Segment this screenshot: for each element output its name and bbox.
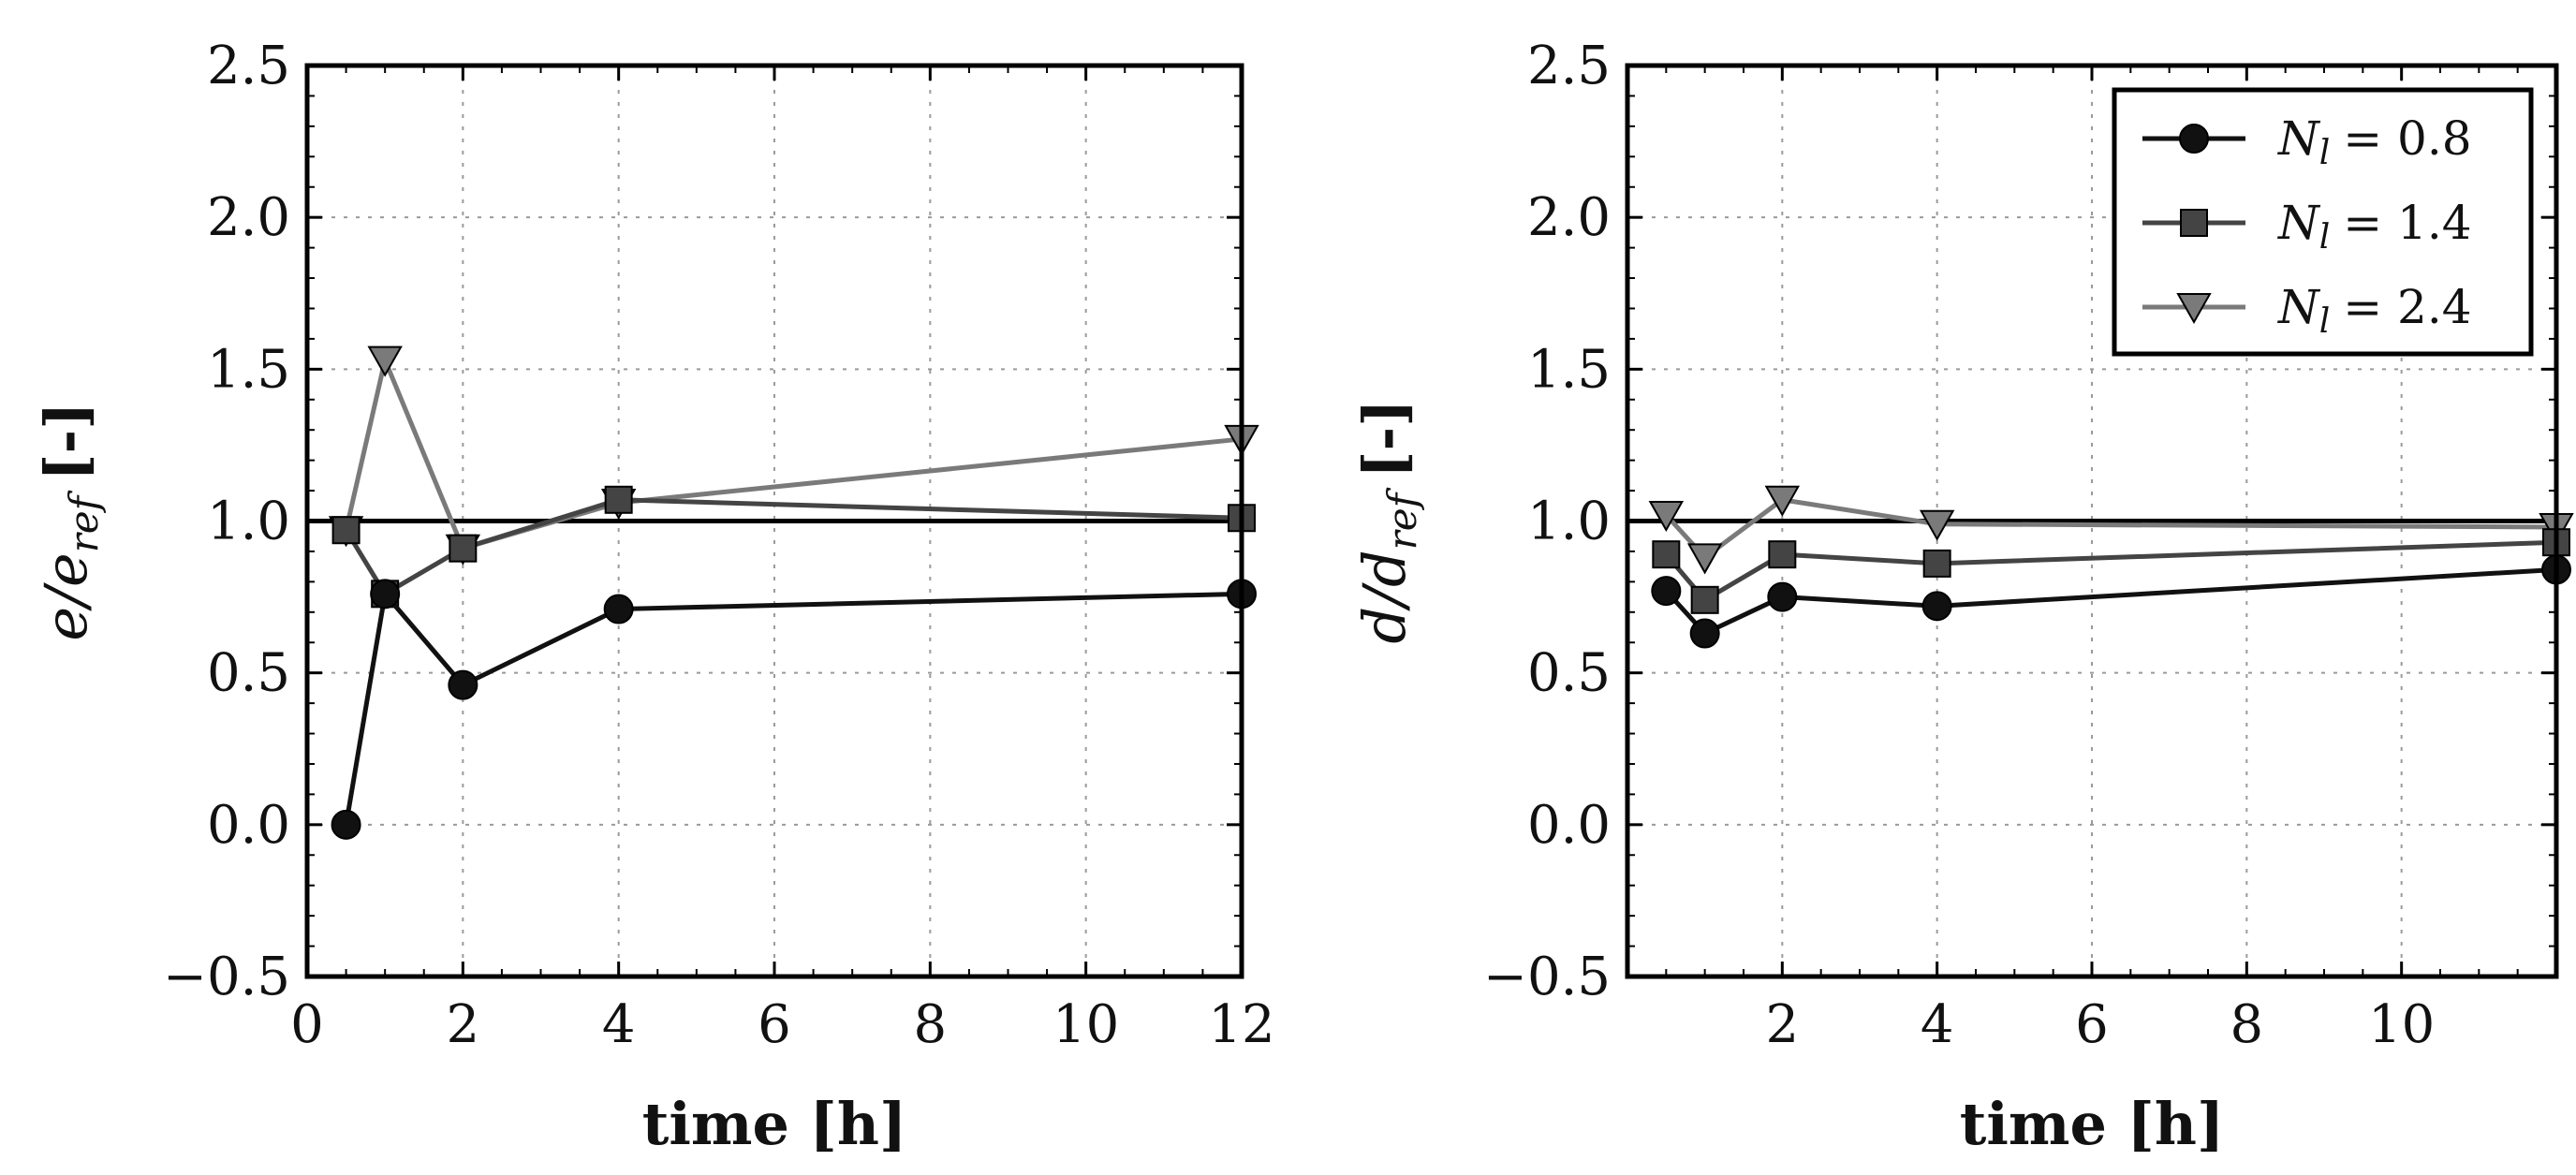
series-line <box>1664 539 2557 604</box>
legend-label-sub: l <box>2319 134 2331 172</box>
data-point <box>367 345 403 377</box>
x-axis-label: time [h] <box>642 1090 907 1158</box>
series-triangle-down <box>328 345 1259 565</box>
data-point <box>1686 543 1723 575</box>
y-tick-label: 0.5 <box>207 643 290 704</box>
legend-label: Nl = 0.8 <box>2277 111 2472 172</box>
x-axis: 0 2 4 6 8 10 12 <box>290 66 1275 1055</box>
data-point <box>331 516 361 545</box>
data-point <box>1651 576 1682 607</box>
x-tick-label: 2 <box>1766 994 1800 1055</box>
series-circle <box>331 579 1257 840</box>
y-tick-label: 2.0 <box>1527 187 1611 248</box>
y-tick-label: 0.0 <box>1527 795 1611 856</box>
x-tick-label: 4 <box>1921 994 1954 1055</box>
y-tick-label: 2.5 <box>207 36 290 96</box>
series-line <box>344 497 1243 597</box>
data-point <box>1689 618 1720 649</box>
chart-right: 2 4 6 8 10 −0.5 0.0 0.5 1.0 1.5 2.0 2.5 time [h] d/dr… <box>1350 36 2574 1158</box>
plot-frame <box>1625 63 2559 979</box>
y-axis-label-unit: [-] <box>1350 399 1419 477</box>
data-point <box>1767 581 1798 612</box>
series-line <box>1664 566 2557 637</box>
legend-marker <box>2180 209 2208 237</box>
series-circle <box>1651 554 2571 649</box>
legend-marker <box>2179 124 2209 154</box>
legend-label: Nl = 1.4 <box>2277 196 2472 257</box>
y-axis-label-unit: [-] <box>32 402 100 480</box>
data-point <box>1921 591 1952 622</box>
data-point <box>1648 501 1685 533</box>
legend-label-var: N <box>2277 280 2321 334</box>
y-tick-label: 2.5 <box>1527 36 1611 96</box>
data-point <box>331 809 361 840</box>
legend-label-value: = 0.8 <box>2343 111 2471 166</box>
y-tick-label: −0.5 <box>1483 947 1611 1007</box>
plot-frame <box>304 63 1244 979</box>
y-tick-label: 2.0 <box>207 187 290 248</box>
legend: Nl = 0.8 Nl = 1.4 Nl = 2.4 <box>2112 87 2534 357</box>
y-axis: −0.5 0.0 0.5 1.0 1.5 2.0 2.5 <box>1483 36 2556 1007</box>
y-axis-label: d/dref [-] <box>1350 399 1425 643</box>
y-axis-label: e/eref [-] <box>32 402 107 640</box>
x-tick-label: 0 <box>290 994 324 1055</box>
legend-label-value: = 2.4 <box>2343 280 2471 334</box>
data-point <box>1922 549 1951 578</box>
y-axis-label-sub: ref <box>1379 487 1425 550</box>
legend-marker <box>2176 293 2212 325</box>
y-tick-label: 1.0 <box>207 492 290 552</box>
x-axis-label: time [h] <box>1960 1090 2225 1158</box>
legend-label-var: N <box>2277 196 2321 250</box>
x-axis: 2 4 6 8 10 <box>1766 66 2435 1055</box>
chart-left: 0 2 4 6 8 10 12 −0.5 0.0 0.5 1.0 1.5 2.0 2.5 time [h] e… <box>32 36 1275 1158</box>
legend-label-sub: l <box>2319 302 2331 341</box>
series-square <box>1652 528 2570 614</box>
legend-label: Nl = 2.4 <box>2277 280 2472 341</box>
y-tick-label: 0.0 <box>207 795 290 856</box>
x-tick-label: 6 <box>2075 994 2109 1055</box>
data-point <box>603 594 634 624</box>
legend-label-value: = 1.4 <box>2343 196 2471 250</box>
legend-label-sub: l <box>2319 218 2331 257</box>
y-axis-label-sub: ref <box>61 490 107 552</box>
x-tick-label: 2 <box>447 994 480 1055</box>
data-point <box>604 485 633 514</box>
legend-label-var: N <box>2277 111 2321 166</box>
data-point <box>370 579 401 610</box>
x-tick-label: 10 <box>1052 994 1119 1055</box>
y-axis-label-main: d/d <box>1350 550 1419 643</box>
y-tick-label: 1.5 <box>207 339 290 400</box>
y-tick-label: 0.5 <box>1527 643 1611 704</box>
x-tick-label: 12 <box>1208 994 1274 1055</box>
data-point <box>1690 585 1719 614</box>
data-point <box>1919 509 1955 541</box>
series-triangle-down <box>1648 485 2574 575</box>
y-tick-label: 1.5 <box>1527 339 1611 400</box>
x-tick-label: 6 <box>758 994 791 1055</box>
x-tick-label: 8 <box>2230 994 2264 1055</box>
x-tick-label: 4 <box>602 994 636 1055</box>
x-tick-label: 10 <box>2368 994 2435 1055</box>
series-square <box>331 485 1256 609</box>
data-point <box>449 534 478 563</box>
y-tick-label: −0.5 <box>163 947 290 1007</box>
data-point <box>1768 540 1797 569</box>
data-point <box>448 669 478 700</box>
x-tick-label: 8 <box>914 994 948 1055</box>
y-tick-label: 1.0 <box>1527 492 1611 552</box>
data-point <box>1652 540 1681 569</box>
series-line <box>344 588 1243 826</box>
data-point <box>1764 485 1801 517</box>
y-axis-label-main: e/e <box>32 552 100 640</box>
